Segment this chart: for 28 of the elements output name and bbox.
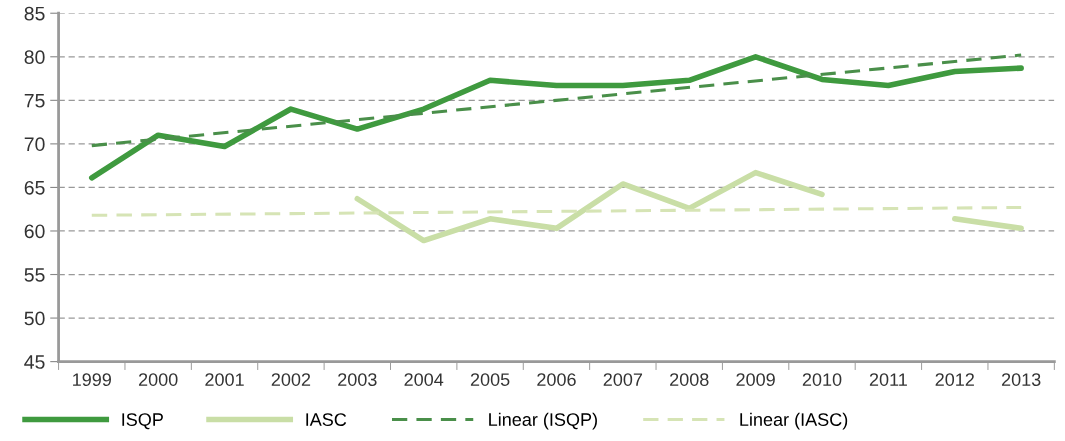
y-tick-label: 80 bbox=[24, 50, 45, 65]
x-tick-label: 2010 bbox=[802, 373, 842, 386]
x-tick-label: 1999 bbox=[73, 373, 111, 386]
x-tick-label: 2013 bbox=[1001, 373, 1041, 386]
legend-label: Linear (ISQP) bbox=[489, 412, 597, 430]
legend-label: IASC bbox=[306, 413, 347, 426]
y-tick-label: 65 bbox=[24, 180, 45, 195]
y-tick-label: 55 bbox=[24, 268, 45, 282]
y-tick-label: 70 bbox=[24, 137, 45, 152]
x-tick-label: 2000 bbox=[138, 373, 178, 386]
x-tick-label: 2003 bbox=[338, 373, 377, 386]
x-tick-label: 2009 bbox=[736, 373, 775, 386]
x-tick-label: 2002 bbox=[271, 373, 311, 386]
x-tick-label: 2004 bbox=[404, 373, 444, 386]
y-tick-label: 50 bbox=[24, 311, 45, 326]
legend-label: ISQP bbox=[122, 413, 163, 430]
x-tick-label: 2008 bbox=[670, 373, 709, 386]
x-tick-label: 2011 bbox=[869, 373, 907, 386]
x-tick-label: 2012 bbox=[935, 373, 974, 386]
x-tick-label: 2001 bbox=[205, 373, 244, 386]
x-tick-label: 2006 bbox=[537, 373, 576, 386]
x-tick-label: 2005 bbox=[470, 373, 510, 386]
y-tick-label: 85 bbox=[24, 6, 45, 21]
x-tick-label: 2007 bbox=[603, 373, 643, 386]
y-tick-label: 45 bbox=[24, 355, 45, 369]
legend-label: Linear (IASC) bbox=[740, 412, 848, 430]
y-tick-label: 75 bbox=[24, 94, 45, 108]
y-tick-label: 60 bbox=[24, 224, 45, 239]
